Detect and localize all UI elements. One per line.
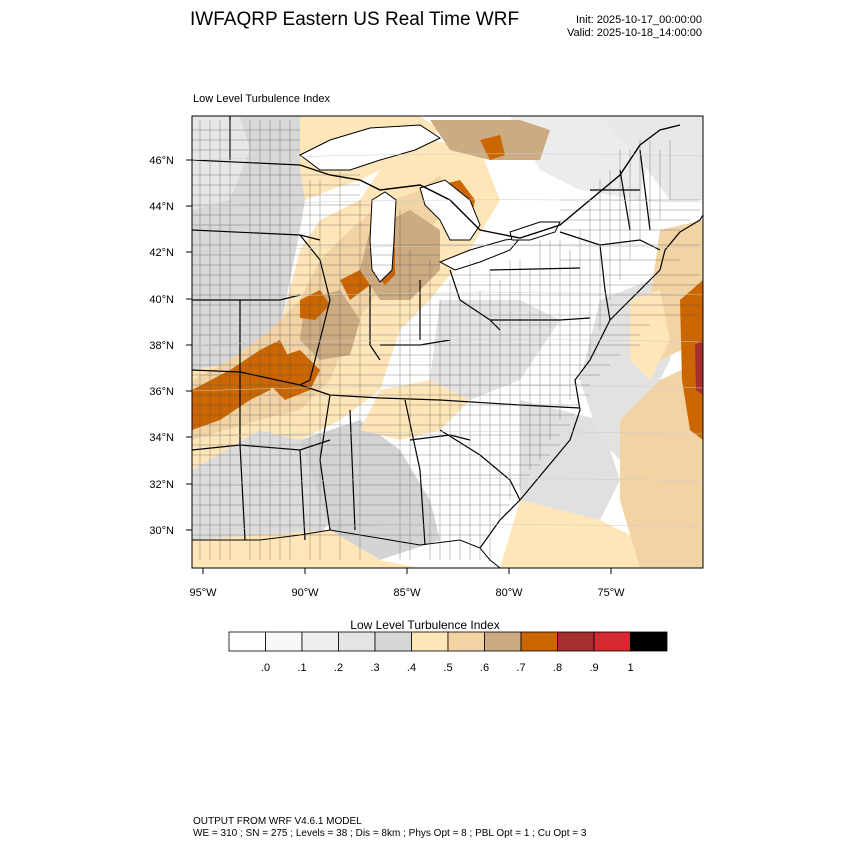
- lat-label: 46°N: [149, 155, 174, 167]
- legend-title: Low Level Turbulence Index: [350, 618, 500, 632]
- colorbar-tick-label: .6: [480, 662, 489, 674]
- colorbar-bin: [593, 631, 631, 652]
- colorbar-tick-label: 1: [627, 662, 633, 674]
- colorbar-bin: [301, 631, 339, 652]
- lon-label: 90°W: [291, 587, 319, 599]
- lat-label: 36°N: [149, 386, 174, 398]
- lat-label: 32°N: [149, 479, 174, 491]
- map-title: IWFAQRP Eastern US Real Time WRF: [190, 9, 520, 30]
- lat-label: 44°N: [149, 201, 174, 213]
- colorbar-bin: [447, 631, 485, 652]
- lon-label: 85°W: [393, 587, 421, 599]
- colorbar-tick-label: .2: [334, 662, 343, 674]
- colorbar-tick-label: .9: [589, 662, 598, 674]
- valid-time: Valid: 2025-10-18_14:00:00: [567, 27, 702, 39]
- colorbar-tick-label: .8: [553, 662, 562, 674]
- longitude-labels: 95°W 90°W 85°W 80°W 75°W: [189, 587, 625, 599]
- colorbar-bin: [630, 631, 668, 652]
- colorbar-tick-label: .7: [516, 662, 525, 674]
- lake-superior: [299, 124, 442, 171]
- lat-label: 34°N: [149, 432, 174, 444]
- panel-title: Low Level Turbulence Index: [193, 93, 330, 105]
- colorbar-tick-label: .5: [443, 662, 452, 674]
- colorbar-bin: [484, 631, 522, 652]
- colorbar-bin: [411, 631, 449, 652]
- model-info: OUTPUT FROM WRF V4.6.1 MODEL WE = 310 ; …: [193, 816, 586, 840]
- colorbar-tick-label: .4: [407, 662, 416, 674]
- latitude-labels: 46°N 44°N 42°N 40°N 38°N 36°N 34°N 32°N …: [149, 155, 174, 537]
- colorbar-bin: [374, 631, 412, 652]
- colorbar-tick-label: .1: [297, 662, 306, 674]
- graticule: [192, 153, 703, 531]
- lat-label: 42°N: [149, 247, 174, 259]
- map-field: [192, 116, 703, 568]
- lat-label: 30°N: [149, 525, 174, 537]
- lake-huron: [419, 179, 481, 241]
- init-time: Init: 2025-10-17_00:00:00: [576, 14, 702, 26]
- lat-label: 40°N: [149, 294, 174, 306]
- gulf-coastline: [192, 529, 501, 568]
- colorbar-tick-label: .0: [261, 662, 270, 674]
- great-lakes: [299, 124, 561, 283]
- model-version: OUTPUT FROM WRF V4.6.1 MODEL: [193, 816, 362, 827]
- map-frame: [191, 115, 704, 569]
- colorbar: [228, 631, 668, 652]
- lake-ontario: [509, 221, 561, 241]
- lake-michigan: [369, 191, 397, 283]
- lon-label: 80°W: [495, 587, 523, 599]
- colorbar-tick-label: .3: [370, 662, 379, 674]
- canada-border: [299, 124, 681, 239]
- lon-label: 75°W: [597, 587, 625, 599]
- colorbar-bin: [265, 631, 303, 652]
- run-times: Init: 2025-10-17_00:00:00 Valid: 2025-10…: [567, 14, 702, 40]
- colorbar-bin: [557, 631, 595, 652]
- axis-ticks: [186, 159, 612, 574]
- lat-label: 38°N: [149, 340, 174, 352]
- colorbar-bin: [228, 631, 266, 652]
- model-config: WE = 310 ; SN = 275 ; Levels = 38 ; Dis …: [193, 828, 587, 839]
- colorbar-bin: [338, 631, 376, 652]
- lon-label: 95°W: [189, 587, 217, 599]
- colorbar-bin: [520, 631, 558, 652]
- county-boundaries: [192, 120, 700, 560]
- colorbar-labels: .0 .1 .2 .3 .4 .5 .6 .7 .8 .9 1: [261, 662, 634, 674]
